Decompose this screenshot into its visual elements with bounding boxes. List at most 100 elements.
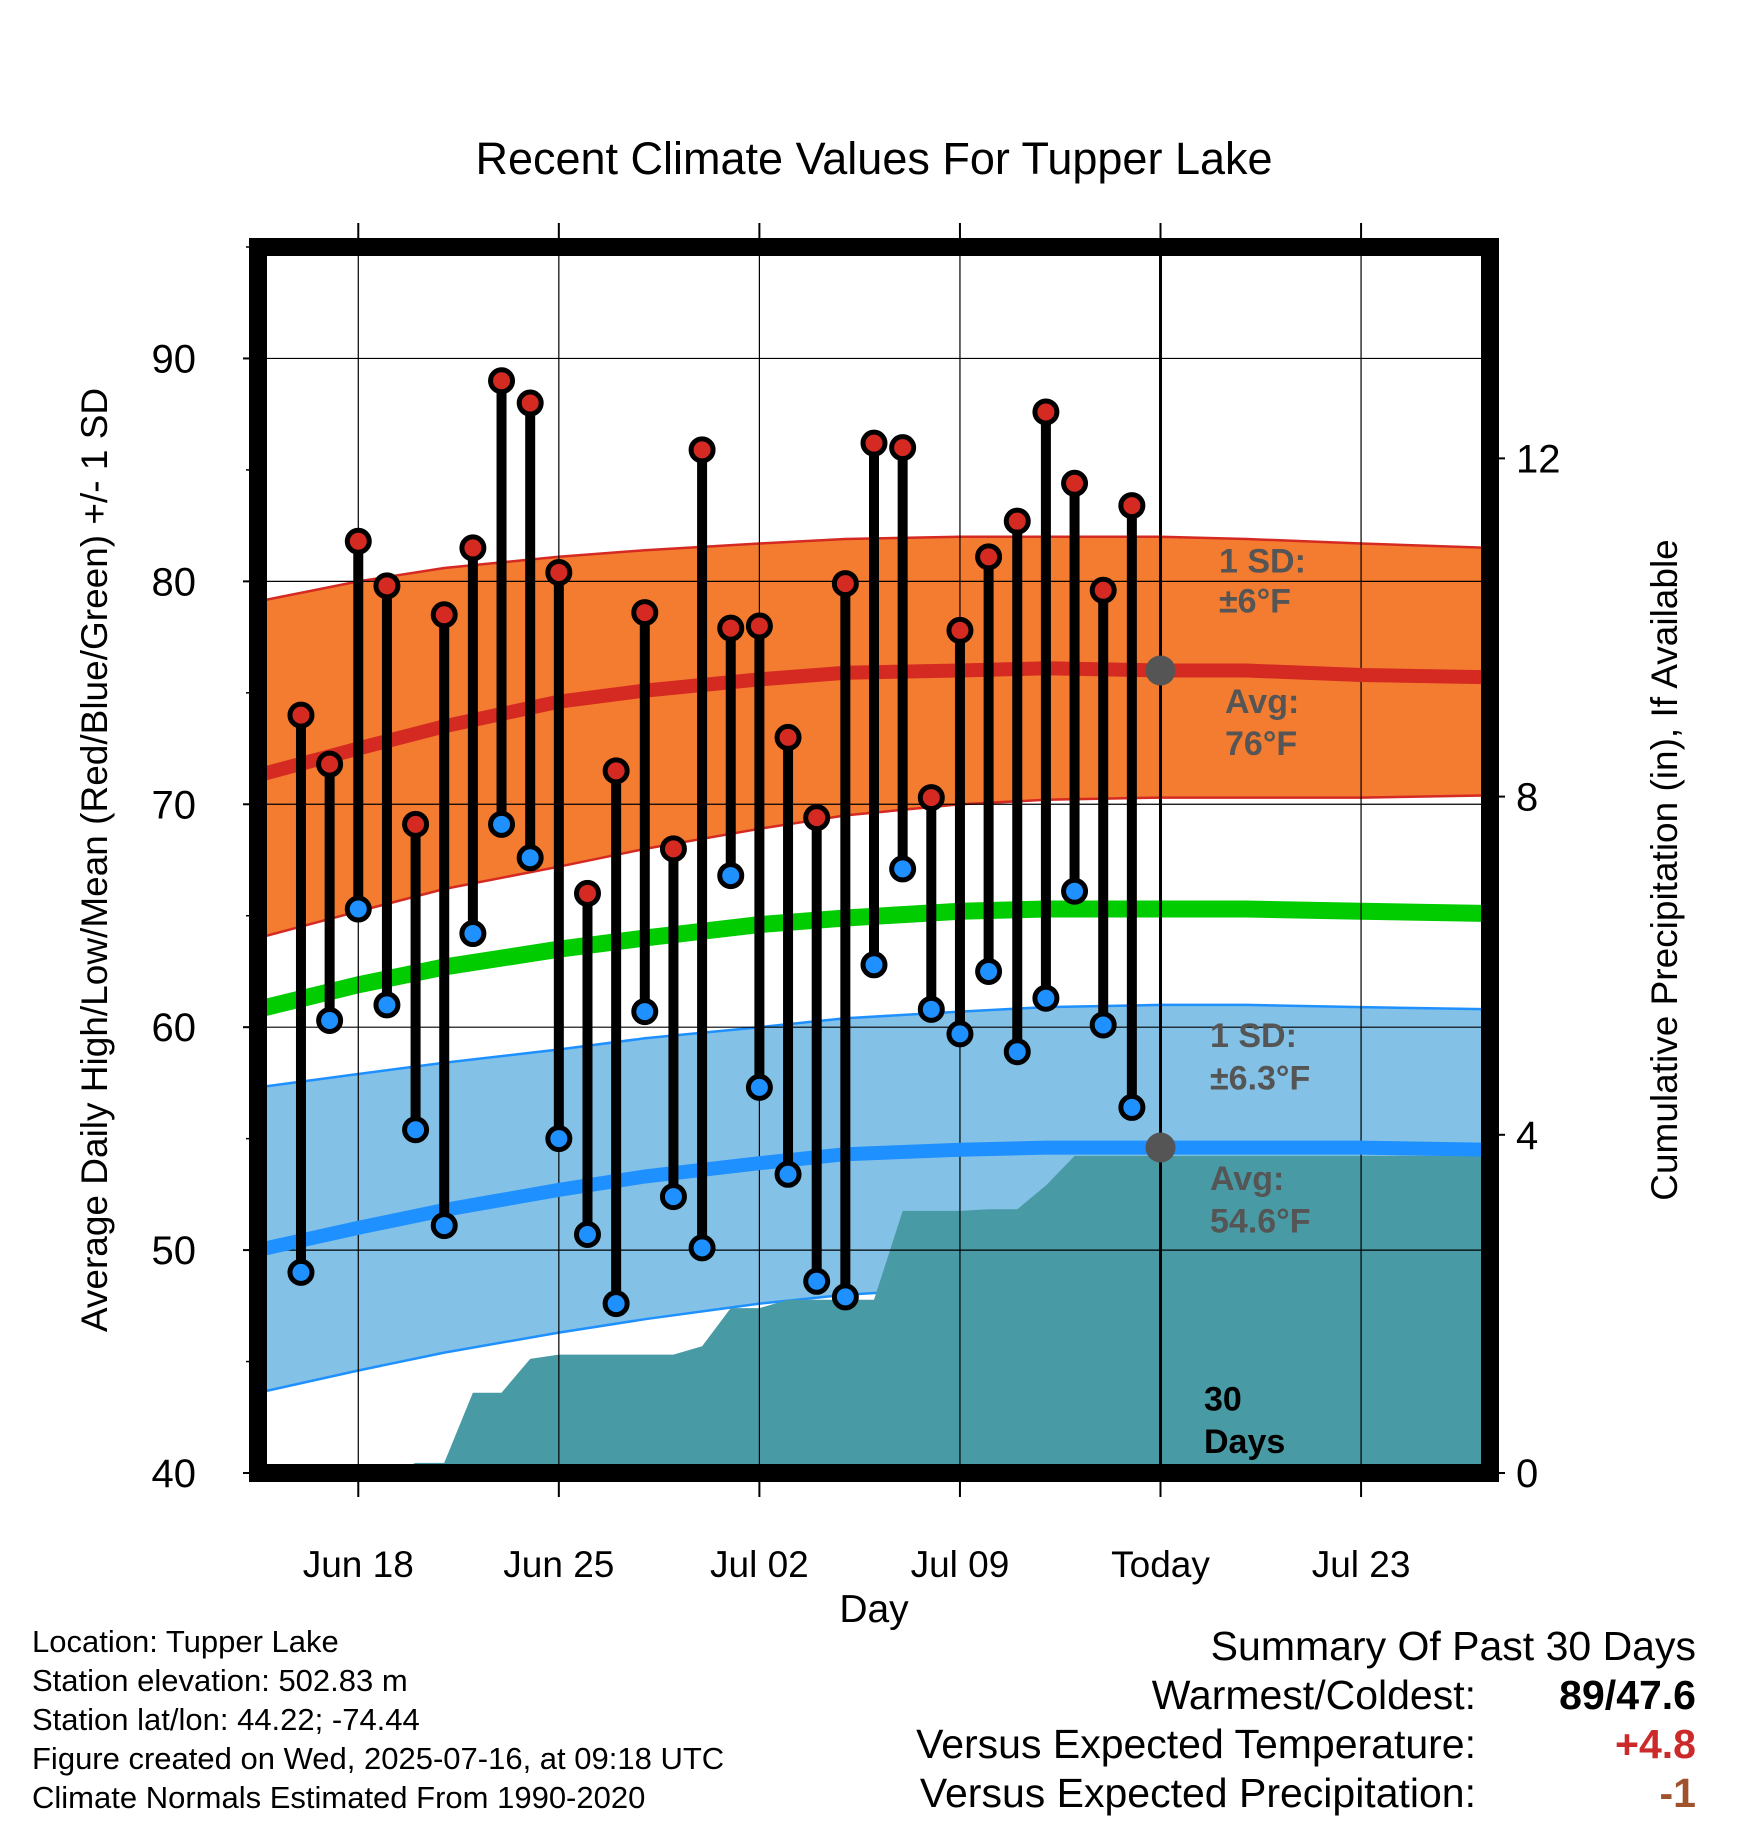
today-high-normal-dot <box>1145 655 1176 686</box>
observed-low-point <box>1061 877 1089 905</box>
observed-low-point <box>803 1267 831 1295</box>
precip-anomaly-value: -1 <box>1659 1770 1696 1816</box>
y-right-tick-label: 0 <box>1516 1452 1538 1496</box>
info-latlon: Station lat/lon: 44.22; -74.44 <box>32 1702 420 1737</box>
observed-low-point <box>488 810 516 838</box>
y-axis-left-label: Average Daily High/Low/Mean (Red/Blue/Gr… <box>74 388 115 1332</box>
observed-high-point <box>745 612 773 640</box>
plot-area <box>258 247 1490 1473</box>
info-created: Figure created on Wed, 2025-07-16, at 09… <box>32 1741 725 1776</box>
observed-high-point <box>1089 576 1117 604</box>
low-sd-label: 1 SD: <box>1210 1017 1297 1055</box>
observed-low-point <box>373 991 401 1019</box>
observed-low-point <box>545 1125 573 1153</box>
coldest-value: 47.6 <box>1616 1672 1696 1718</box>
observed-low-point <box>573 1220 601 1248</box>
observed-high-point <box>688 436 716 464</box>
observed-high-point <box>946 616 974 644</box>
observed-low-point <box>889 855 917 883</box>
high-avg-value: 76°F <box>1225 725 1297 763</box>
observed-high-point <box>659 835 687 863</box>
observed-low-point <box>1118 1093 1146 1121</box>
plot-frame <box>249 238 1499 1482</box>
observed-high-point <box>631 599 659 627</box>
info-elevation: Station elevation: 502.83 m <box>32 1663 408 1698</box>
cumulative-precip-area <box>258 1155 1490 1473</box>
observed-high-point <box>831 570 859 598</box>
observed-low-point <box>1032 984 1060 1012</box>
warmest-value: 89 <box>1559 1672 1605 1718</box>
observed-high-point <box>316 750 344 778</box>
chart-title: Recent Climate Values For Tupper Lake <box>475 133 1272 184</box>
precip-anomaly-label: Versus Expected Precipitation: <box>919 1770 1476 1816</box>
observed-high-point <box>1061 469 1089 497</box>
observed-low-point <box>917 995 945 1023</box>
today-line <box>1145 247 1176 1473</box>
observed-low-point <box>717 862 745 890</box>
observed-low-point <box>430 1212 458 1240</box>
observed-high-point <box>803 804 831 832</box>
x-tick-label: Jul 02 <box>710 1544 809 1585</box>
observed-low-point <box>975 957 1003 985</box>
window-label-line1: 30 <box>1204 1381 1242 1419</box>
observed-low-point <box>1003 1038 1031 1066</box>
summary-precip-row: Versus Expected Precipitation: -1 <box>796 1770 1696 1819</box>
temp-anomaly-label: Versus Expected Temperature: <box>916 1721 1476 1767</box>
observed-low-point <box>831 1283 859 1311</box>
observed-high-point <box>1118 492 1146 520</box>
low-sd-value: ±6.3°F <box>1210 1060 1310 1098</box>
observed-low-point <box>602 1290 630 1318</box>
observed-low-point <box>631 998 659 1026</box>
observed-low-point <box>946 1020 974 1048</box>
observed-low-point <box>1089 1011 1117 1039</box>
observed-low-point <box>774 1160 802 1188</box>
station-info: Location: Tupper Lake Station elevation:… <box>32 1622 724 1817</box>
summary-panel: Summary Of Past 30 Days Warmest/Coldest:… <box>796 1623 1696 1819</box>
observed-high-point <box>1032 398 1060 426</box>
x-tick-label: Jul 23 <box>1312 1544 1411 1585</box>
high-sd-label: 1 SD: <box>1219 542 1306 580</box>
observed-low-point <box>287 1258 315 1286</box>
observed-low-point <box>745 1073 773 1101</box>
low-sd-band <box>258 1004 1490 1393</box>
high-avg-label: Avg: <box>1225 683 1299 721</box>
observed-high-point <box>430 601 458 629</box>
observed-high-point <box>1003 507 1031 535</box>
observed-high-point <box>344 527 372 555</box>
y-left-tick-label: 40 <box>152 1452 197 1496</box>
warmest-coldest-value: 89/47.6 <box>1559 1672 1696 1718</box>
x-tick-label: Today <box>1111 1544 1210 1585</box>
x-tick-label: Jul 09 <box>911 1544 1010 1585</box>
warmest-coldest-label: Warmest/Coldest: <box>1151 1672 1476 1718</box>
y-left-tick-label: 90 <box>152 337 197 381</box>
observed-high-point <box>774 723 802 751</box>
observed-high-point <box>373 572 401 600</box>
precipitation-area <box>258 1155 1490 1473</box>
y-right-tick-label: 4 <box>1516 1114 1538 1158</box>
summary-temp-row: Versus Expected Temperature: +4.8 <box>796 1721 1696 1770</box>
observed-high-point <box>516 389 544 417</box>
observed-high-point <box>459 534 487 562</box>
observed-low-point <box>344 895 372 923</box>
window-label-line2: Days <box>1204 1423 1285 1461</box>
x-axis-label: Day <box>839 1588 909 1631</box>
observed-high-point <box>717 614 745 642</box>
observed-high-point <box>573 879 601 907</box>
observed-temperature-bars <box>287 367 1146 1318</box>
y-axis-right-label: Cumulative Precipitation (in), If Availa… <box>1644 539 1685 1201</box>
high-sd-value: ±6°F <box>1219 583 1291 621</box>
info-location: Location: Tupper Lake <box>32 1624 339 1659</box>
summary-title: Summary Of Past 30 Days <box>1210 1623 1696 1669</box>
high-band-upper-edge <box>258 535 1490 603</box>
x-tick-label: Jun 25 <box>503 1544 614 1585</box>
x-tick-label: Jun 18 <box>303 1544 414 1585</box>
observed-low-point <box>316 1006 344 1034</box>
summary-title-row: Summary Of Past 30 Days <box>796 1623 1696 1672</box>
y-left-tick-label: 60 <box>152 1006 197 1050</box>
observed-high-point <box>917 784 945 812</box>
observed-low-point <box>516 844 544 872</box>
observed-high-point <box>975 543 1003 571</box>
observed-high-point <box>488 367 516 395</box>
